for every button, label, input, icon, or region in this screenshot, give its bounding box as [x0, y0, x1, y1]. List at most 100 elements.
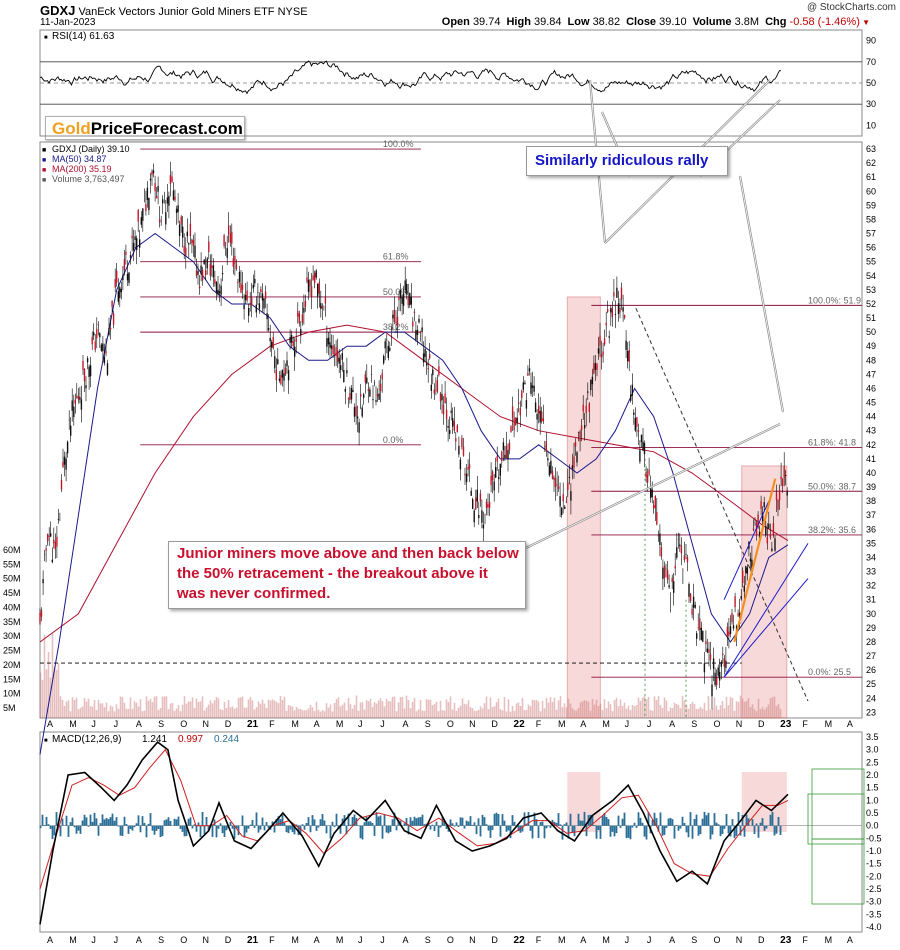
macd-x-label: F	[269, 935, 275, 945]
macd-x-label: M	[336, 935, 344, 945]
fib-label: 38.2%	[383, 322, 409, 332]
macd-x-label: S	[158, 935, 164, 945]
legend-swatch: ■	[42, 167, 46, 174]
volume-tick-label: 5M	[3, 703, 16, 713]
price-tick-label: 24	[866, 693, 876, 703]
price-x-label: M	[602, 719, 610, 729]
rsi-tick-label: 10	[866, 120, 876, 130]
logo-gold: Gold	[52, 119, 91, 138]
price-x-label: S	[425, 719, 431, 729]
stockcharts-credit: @ StockCharts.com	[806, 2, 896, 13]
macd-x-label: M	[69, 935, 77, 945]
price-tick-label: 61	[866, 172, 876, 182]
price-x-label: 22	[514, 719, 526, 730]
macd-x-label: F	[802, 935, 808, 945]
macd-signal-line	[39, 748, 789, 890]
exchange: NYSE	[277, 6, 308, 18]
fund-name: VanEck Vectors Junior Gold Miners ETF	[78, 6, 275, 18]
macd-value: 1.241	[142, 734, 167, 745]
macd-x-label: M	[825, 935, 833, 945]
macd-x-label: S	[691, 935, 697, 945]
ohlc-low: Low 38.82	[568, 16, 621, 28]
macd-box-2	[807, 793, 865, 845]
rsi-tick-label: 30	[866, 99, 876, 109]
price-tick-label: 36	[866, 524, 876, 534]
price-x-label: A	[580, 719, 586, 729]
price-tick-label: 27	[866, 651, 876, 661]
price-x-label: O	[447, 719, 454, 729]
macd-x-label: D	[491, 935, 498, 945]
macd-tick-label: 3.0	[866, 745, 879, 755]
price-legend-item: GDXJ (Daily) 39.10	[52, 144, 130, 154]
macd-box-1	[811, 768, 865, 840]
candle-wicks	[39, 161, 788, 710]
channel-mid	[723, 500, 770, 600]
macd-x-label: 23	[780, 935, 792, 946]
price-x-label: A	[847, 719, 853, 729]
macd-panel-frame	[39, 731, 863, 933]
ohlc-label: Chg	[765, 16, 790, 28]
price-legend-item: Volume 3,763,497	[52, 174, 125, 184]
price-tick-label: 37	[866, 510, 876, 520]
macd-x-label: D	[225, 935, 232, 945]
price-tick-label: 48	[866, 355, 876, 365]
ohlc-chg: Chg -0.58 (-1.46%)	[765, 16, 860, 28]
price-tick-label: 30	[866, 609, 876, 619]
macd-x-label: A	[314, 935, 320, 945]
volume-tick-label: 45M	[3, 588, 21, 598]
macd-x-label: O	[714, 935, 721, 945]
fib-label: 50.0%	[383, 287, 409, 297]
price-tick-label: 39	[866, 482, 876, 492]
price-x-label: S	[691, 719, 697, 729]
price-tick-label: 47	[866, 369, 876, 379]
fib-label: 61.8%	[383, 252, 409, 262]
ohlc-readout: Open 39.74 High 39.84 Low 38.82 Close 39.10…	[436, 16, 870, 28]
price-tick-label: 44	[866, 412, 876, 422]
macd-x-label: N	[469, 935, 476, 945]
price-x-label: J	[91, 719, 96, 729]
macd-x-label: 22	[514, 935, 526, 946]
rally-text: Similarly ridiculous rally	[535, 152, 709, 169]
macd-tick-label: 0.5	[866, 808, 879, 818]
callout-pointer-core	[525, 423, 781, 549]
macd-tick-label: 3.5	[866, 732, 879, 742]
price-tick-label: 49	[866, 341, 876, 351]
price-tick-label: 55	[866, 257, 876, 267]
price-x-label: N	[203, 719, 210, 729]
price-tick-label: 45	[866, 398, 876, 408]
ohlc-value: -0.58 (-1.46%)	[789, 16, 860, 28]
ohlc-high: High 39.84	[506, 16, 561, 28]
macd-tick-label: -2.0	[866, 871, 882, 881]
macd-x-label: A	[47, 935, 53, 945]
breakout-text: Junior miners move above and then back b…	[177, 545, 519, 602]
breakout-callout: Junior miners move above and then back b…	[168, 541, 526, 609]
ohlc-value: 39.84	[533, 16, 562, 28]
price-tick-label: 59	[866, 200, 876, 210]
price-tick-label: 57	[866, 229, 876, 239]
macd-x-label: J	[380, 935, 385, 945]
legend-swatch: ■	[42, 157, 46, 164]
ohlc-label: Open	[441, 16, 473, 28]
price-panel-frame	[39, 141, 863, 719]
price-x-label: M	[825, 719, 833, 729]
price-tick-label: 51	[866, 313, 876, 323]
macd-tick-label: -0.5	[866, 833, 882, 843]
price-x-label: J	[114, 719, 119, 729]
price-x-label: A	[47, 719, 53, 729]
ticker-symbol: GDXJ	[40, 3, 76, 18]
macd-tick-label: 0.0	[866, 821, 879, 831]
ohlc-value: 39.10	[659, 16, 687, 28]
price-tick-label: 46	[866, 383, 876, 393]
price-tick-label: 26	[866, 665, 876, 675]
fib-label: 38.2%: 35.6	[808, 525, 856, 535]
price-tick-label: 62	[866, 158, 876, 168]
macd-x-label: F	[536, 935, 542, 945]
macd-tick-label: 2.0	[866, 770, 879, 780]
macd-x-label: A	[847, 935, 853, 945]
chart-date: 11-Jan-2023	[40, 17, 96, 28]
volume-tick-label: 50M	[3, 574, 21, 584]
logo-rest: PriceForecast.com	[90, 119, 243, 138]
price-x-label: N	[736, 719, 743, 729]
price-x-label: M	[558, 719, 566, 729]
